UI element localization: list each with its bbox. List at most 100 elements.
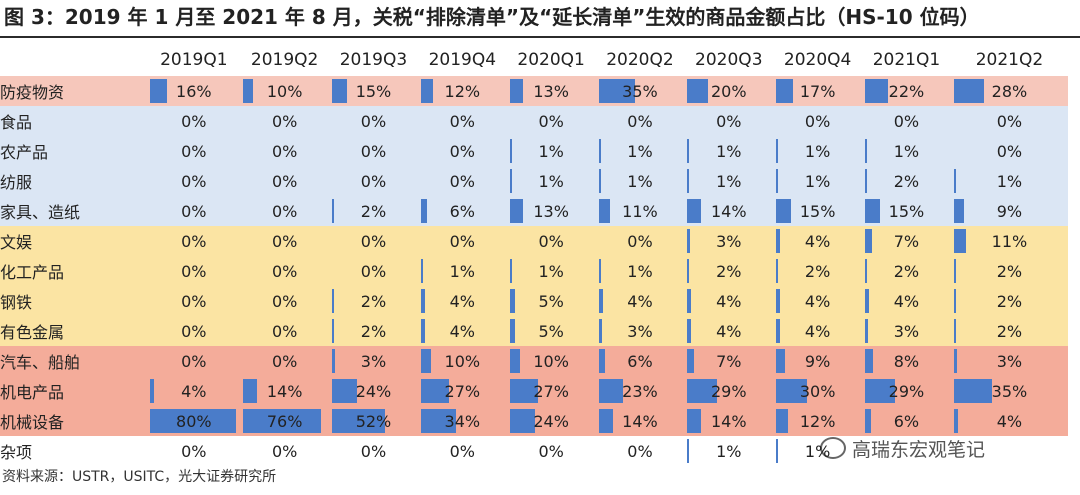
value-cell: 0%	[595, 226, 685, 256]
value-label: 1%	[893, 141, 920, 161]
value-cell: 2%	[684, 256, 774, 286]
value-label: 0%	[181, 291, 207, 311]
value-cell: 4%	[595, 286, 685, 316]
column-header: 2020Q3	[684, 44, 774, 76]
value-cell: 4%	[684, 316, 774, 346]
value-cell: 0%	[240, 316, 330, 346]
value-cell: 10%	[506, 346, 596, 376]
value-cell: 29%	[862, 376, 951, 406]
row-label: 防疫物资	[0, 76, 148, 106]
value-label: 1%	[804, 171, 831, 191]
data-bar	[509, 199, 523, 223]
value-cell	[950, 436, 1068, 466]
value-cell: 28%	[950, 76, 1068, 106]
value-label: 0%	[627, 111, 653, 131]
data-bar	[865, 409, 872, 433]
value-cell: 35%	[950, 376, 1068, 406]
value-cell: 0%	[147, 106, 241, 136]
value-label: 15%	[799, 201, 836, 221]
value-cell: 6%	[417, 196, 507, 226]
data-bar	[865, 79, 889, 103]
value-cell: 0%	[147, 166, 241, 196]
data-bar	[687, 409, 702, 433]
value-cell: 35%	[595, 76, 685, 106]
value-label: 0%	[716, 111, 742, 131]
data-bar	[865, 289, 870, 313]
data-bar	[598, 289, 603, 313]
value-cell: 0%	[329, 256, 418, 286]
value-label: 0%	[271, 261, 298, 281]
value-cell: 0%	[506, 226, 596, 256]
value-label: 1%	[538, 141, 564, 161]
value-cell: 9%	[773, 346, 863, 376]
value-cell: 0%	[329, 166, 418, 196]
column-header: 2021Q1	[862, 44, 951, 76]
row-label: 汽车、船舶	[0, 346, 148, 376]
data-bar	[509, 259, 512, 283]
value-cell: 13%	[506, 76, 596, 106]
data-bar	[687, 439, 690, 463]
data-bar	[953, 409, 958, 433]
value-label: 10%	[266, 81, 303, 101]
value-cell: 4%	[773, 226, 863, 256]
data-bar	[953, 79, 984, 103]
value-cell: 20%	[684, 76, 774, 106]
value-label: 34%	[444, 411, 481, 431]
value-cell: 4%	[684, 286, 774, 316]
value-label: 30%	[799, 381, 836, 401]
value-label: 4%	[449, 291, 475, 311]
value-cell: 4%	[862, 286, 951, 316]
value-label: 12%	[444, 81, 481, 101]
table-row: 防疫物资 16% 10% 15% 12% 13% 35% 20% 17% 22% 28%	[0, 76, 1068, 106]
value-cell: 3%	[595, 316, 685, 346]
value-cell: 1%	[684, 136, 774, 166]
value-label: 11%	[991, 231, 1028, 251]
value-label: 0%	[181, 261, 207, 281]
value-label: 0%	[181, 171, 207, 191]
data-bar	[509, 349, 520, 373]
value-label: 3%	[893, 321, 920, 341]
data-bar	[865, 139, 868, 163]
value-label: 29%	[888, 381, 925, 401]
data-bar	[509, 409, 535, 433]
value-label: 22%	[888, 81, 925, 101]
value-cell: 23%	[595, 376, 685, 406]
value-label: 4%	[893, 291, 920, 311]
data-bar	[332, 289, 335, 313]
value-label: 0%	[449, 231, 475, 251]
value-cell: 3%	[862, 316, 951, 346]
data-bar	[687, 169, 690, 193]
value-cell: 0%	[240, 136, 330, 166]
value-label: 27%	[533, 381, 569, 401]
value-label: 10%	[533, 351, 569, 371]
value-label: 2%	[893, 171, 920, 191]
value-cell: 0%	[506, 436, 596, 466]
value-label: 35%	[991, 381, 1028, 401]
value-label: 0%	[271, 111, 298, 131]
value-label: 3%	[716, 231, 742, 251]
data-bar	[776, 349, 786, 373]
value-cell: 0%	[240, 226, 330, 256]
watermark-label: 高瑞东宏观笔记	[852, 438, 986, 461]
value-label: 76%	[266, 411, 303, 431]
value-cell: 0%	[595, 106, 685, 136]
data-bar	[687, 349, 695, 373]
value-cell: 9%	[950, 196, 1068, 226]
value-cell: 2%	[329, 316, 418, 346]
table-row: 汽车、船舶 0% 0% 3% 10% 10% 6% 7% 9% 8% 3%	[0, 346, 1068, 376]
value-cell: 2%	[950, 286, 1068, 316]
value-label: 0%	[893, 111, 920, 131]
value-cell: 24%	[506, 406, 596, 436]
data-bar	[420, 199, 427, 223]
value-cell: 4%	[417, 286, 507, 316]
value-cell: 1%	[595, 136, 685, 166]
column-header: 2021Q2	[950, 44, 1068, 76]
value-label: 0%	[360, 111, 387, 131]
data-bar	[687, 289, 692, 313]
table-row: 家具、造纸 0% 0% 2% 6% 13% 11% 14% 15% 15% 9%	[0, 196, 1068, 226]
value-label: 80%	[176, 411, 212, 431]
value-label: 1%	[716, 441, 742, 461]
data-bar	[150, 409, 237, 433]
value-label: 0%	[181, 441, 207, 461]
value-cell: 27%	[417, 376, 507, 406]
